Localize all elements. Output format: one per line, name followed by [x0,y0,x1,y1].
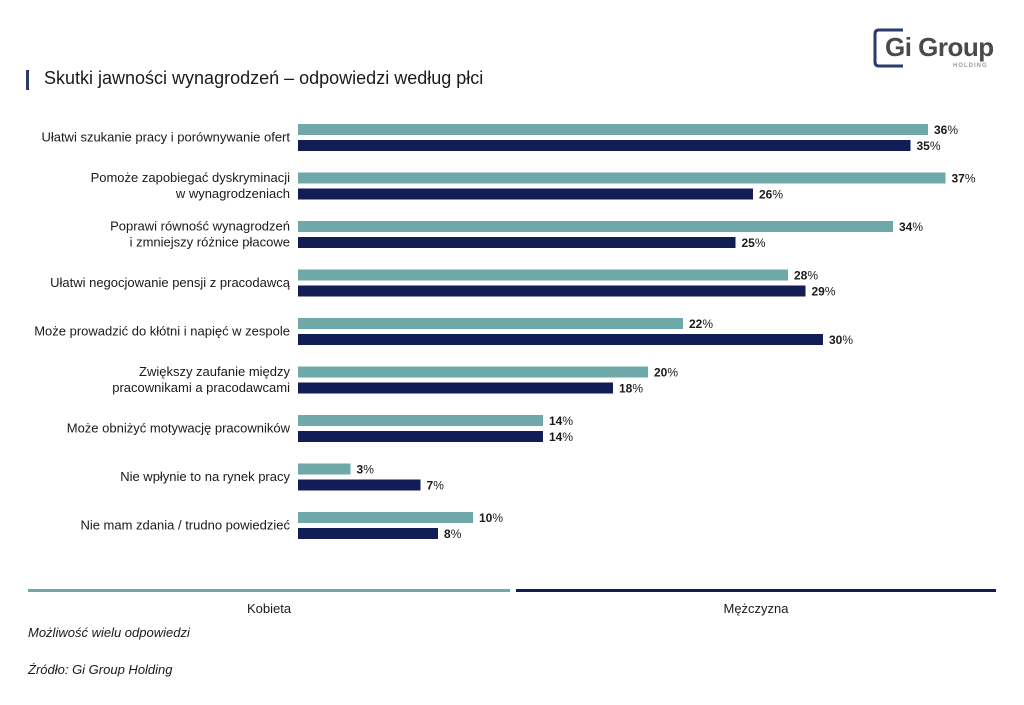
bar-kobieta [298,463,351,475]
gi-group-logo: Gi Group HOLDING [873,28,1003,72]
logo-subtext: HOLDING [953,63,988,69]
bar-kobieta [298,172,946,184]
data-label: 30% [829,333,853,347]
legend-label-mezczyzna: Mężczyzna [723,601,789,616]
legend-line-mezczyzna [516,589,996,592]
bar-mezczyzna [298,528,438,539]
data-label: 28% [794,269,818,283]
bar-mezczyzna [298,334,823,345]
data-label: 25% [742,236,766,250]
bar-mezczyzna [298,188,753,200]
data-label: 29% [812,285,836,299]
bar-kobieta [298,415,543,426]
bar-kobieta [298,221,893,232]
data-label: 18% [619,382,643,396]
data-label: 8% [444,527,462,541]
bar-mezczyzna [298,237,736,248]
data-label: 26% [759,188,783,202]
footnote: Możliwość wielu odpowiedzi [28,625,190,640]
source-note: Źródło: Gi Group Holding [28,662,173,677]
category-label: Może prowadzić do kłótni i napięć w zesp… [34,324,290,339]
data-label: 22% [689,317,713,331]
category-label: Nie mam zdania / trudno powiedzieć [80,518,290,533]
category-label: Może obniżyć motywację pracowników [67,421,291,436]
bar-kobieta [298,512,473,523]
logo-text: Gi Group [885,32,994,62]
data-label: 3% [357,463,375,477]
category-label: Ułatwi szukanie pracy i porównywanie ofe… [41,130,290,145]
bar-mezczyzna [298,140,911,151]
bar-mezczyzna [298,431,543,442]
bar-kobieta [298,269,788,281]
logo-bracket-icon [873,28,903,68]
legend-line-kobieta [28,589,510,592]
category-label: Nie wpłynie to na rynek pracy [120,469,290,484]
data-label: 7% [427,479,445,493]
data-label: 14% [549,430,573,444]
bar-kobieta [298,318,683,329]
bar-kobieta [298,124,928,135]
bar-mezczyzna [298,285,806,297]
data-label: 35% [917,139,941,153]
category-label: Ułatwi negocjowanie pensji z pracodawcą [50,275,291,290]
data-label: 34% [899,220,923,234]
data-label: 37% [952,172,976,186]
category-label: Poprawi równość wynagrodzeń i zmniejszy r… [110,219,290,250]
chart-title: Skutki jawności wynagrodzeń – odpowiedzi… [44,68,484,88]
legend-label-kobieta: Kobieta [246,601,292,616]
data-label: 36% [934,123,958,137]
bar-mezczyzna [298,479,421,491]
title-accent-bar [26,70,29,90]
bar-kobieta [298,366,648,378]
data-label: 20% [654,366,678,380]
category-label: Pomoże zapobiegać dyskryminacji w wynagro… [91,170,291,201]
category-label: Zwiększy zaufanie między pracownikami a p… [112,364,290,395]
data-label: 10% [479,511,503,525]
data-label: 14% [549,414,573,428]
bar-mezczyzna [298,382,613,394]
